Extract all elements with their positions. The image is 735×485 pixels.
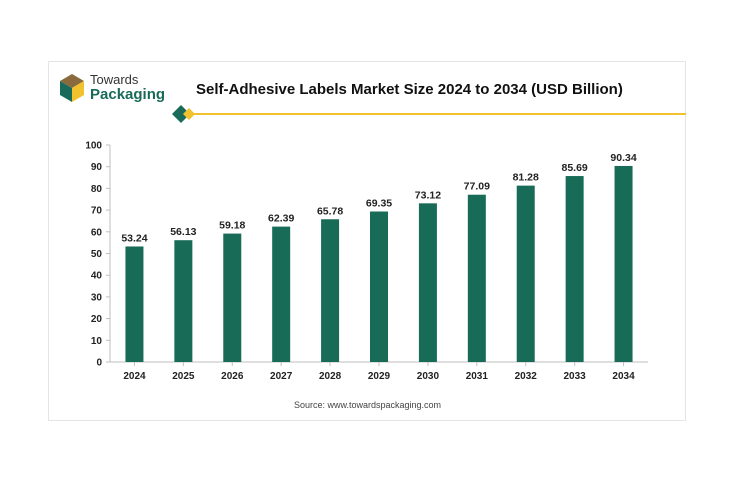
y-tick-label: 80 bbox=[91, 184, 103, 195]
y-tick-label: 50 bbox=[91, 249, 103, 260]
bar bbox=[223, 233, 242, 362]
bar bbox=[125, 246, 144, 362]
bar bbox=[418, 203, 437, 362]
chart-title: Self-Adhesive Labels Market Size 2024 to… bbox=[196, 81, 623, 98]
bar bbox=[272, 226, 291, 362]
bar-data-label: 56.13 bbox=[170, 226, 196, 238]
x-tick-label: 2029 bbox=[368, 371, 391, 382]
y-tick-label: 90 bbox=[91, 162, 103, 173]
bar-data-label: 73.12 bbox=[415, 189, 441, 201]
x-tick-label: 2030 bbox=[417, 371, 440, 382]
x-tick-label: 2033 bbox=[564, 371, 587, 382]
bar bbox=[565, 176, 584, 362]
x-tick-label: 2034 bbox=[612, 371, 635, 382]
x-tick-label: 2027 bbox=[270, 371, 293, 382]
y-tick-label: 100 bbox=[85, 141, 102, 152]
bar bbox=[321, 219, 340, 362]
bar bbox=[467, 194, 486, 362]
y-tick-label: 10 bbox=[91, 336, 103, 347]
y-tick-label: 0 bbox=[96, 358, 102, 369]
source-note: Source: www.towardspackaging.com bbox=[293, 400, 442, 410]
x-tick-label: 2031 bbox=[466, 371, 489, 382]
bar bbox=[370, 211, 388, 362]
y-tick-label: 30 bbox=[91, 292, 103, 303]
y-tick-label: 20 bbox=[91, 314, 103, 325]
x-tick-label: 2025 bbox=[172, 371, 195, 382]
y-tick-label: 60 bbox=[91, 227, 103, 238]
y-tick-label: 40 bbox=[91, 271, 103, 282]
x-tick-label: 2024 bbox=[123, 371, 146, 382]
bar bbox=[174, 240, 193, 362]
bar-data-label: 65.78 bbox=[317, 205, 343, 217]
bar-data-label: 77.09 bbox=[464, 181, 490, 193]
x-tick-label: 2032 bbox=[515, 371, 538, 382]
y-tick-label: 70 bbox=[91, 206, 103, 217]
bar-data-label: 62.39 bbox=[268, 213, 294, 225]
bar bbox=[614, 165, 633, 362]
bar-data-label: 53.24 bbox=[121, 232, 147, 244]
bar-data-label: 69.35 bbox=[366, 198, 392, 210]
bar-data-label: 90.34 bbox=[610, 152, 636, 164]
bar bbox=[516, 185, 535, 362]
logo-text-packaging: Packaging bbox=[90, 86, 166, 103]
bar-data-label: 85.69 bbox=[561, 162, 587, 174]
x-tick-label: 2026 bbox=[221, 371, 244, 382]
divider-diamond-icon bbox=[172, 105, 190, 123]
bar-data-label: 81.28 bbox=[513, 172, 539, 184]
towards-packaging-logo-icon bbox=[60, 74, 84, 102]
logo-text-towards: Towards bbox=[90, 72, 139, 87]
x-tick-label: 2028 bbox=[319, 371, 342, 382]
bar-data-label: 59.18 bbox=[219, 220, 245, 232]
